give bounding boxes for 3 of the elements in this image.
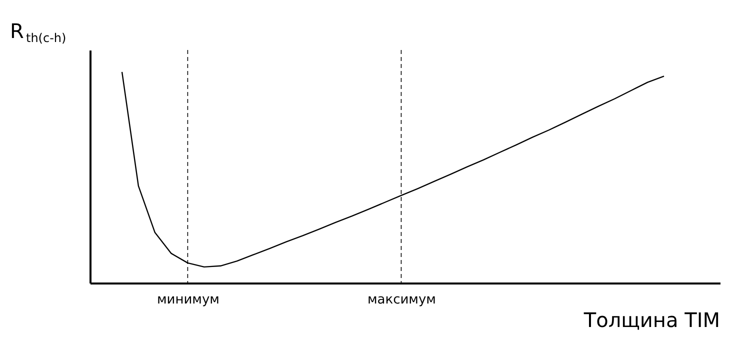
x-axis-title: Толщина TIM (582, 308, 720, 332)
x-tick-label: максимум (367, 292, 436, 308)
x-tick-label: минимум (156, 292, 220, 308)
